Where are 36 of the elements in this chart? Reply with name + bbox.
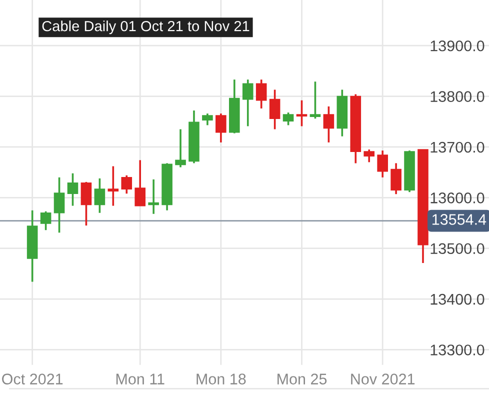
candlestick: [377, 150, 388, 178]
y-tick-label: 13500.0: [430, 243, 484, 254]
candlestick: [364, 148, 375, 164]
candlestick: [94, 177, 106, 214]
x-tick-label: Nov 2021: [351, 374, 415, 384]
candlestick: [216, 112, 226, 144]
candlestick: [175, 128, 186, 168]
candlestick: [323, 106, 334, 144]
y-tick-label: 13800.0: [430, 91, 484, 102]
candlestick: [80, 181, 92, 226]
candlestick: [40, 210, 52, 232]
candlestick: [67, 172, 78, 207]
candlestick: [390, 162, 402, 196]
candlestick: [296, 99, 308, 128]
x-tick-label: Oct 2021: [2, 374, 63, 384]
y-tick-label: 13700.0: [430, 142, 484, 153]
y-tick-label: 13600.0: [430, 192, 484, 204]
ref-line-label: 13554.4: [432, 214, 486, 225]
candlestick: [256, 78, 267, 110]
candlestick: [310, 80, 321, 120]
candlestick: [134, 159, 146, 207]
y-tick-label: 13400.0: [430, 294, 484, 305]
candlestick: [54, 176, 65, 234]
x-tick-label: Mon 25: [278, 374, 327, 384]
candlestick: [148, 178, 159, 215]
candlestick: [108, 165, 119, 207]
y-tick-label: 13300.0: [430, 344, 484, 356]
candlestick: [202, 112, 213, 126]
candlestick: [121, 174, 132, 195]
text: Cable Daily 01 Oct 21 to Nov 21: [42, 20, 250, 34]
x-tick-label: Mon 11: [116, 374, 164, 384]
candlestick: [242, 78, 254, 128]
candlestick: [269, 88, 280, 130]
x-tick-label: Mon 18: [196, 374, 246, 384]
candlestick: [282, 112, 294, 126]
y-tick-label: 13900.0: [430, 40, 484, 52]
